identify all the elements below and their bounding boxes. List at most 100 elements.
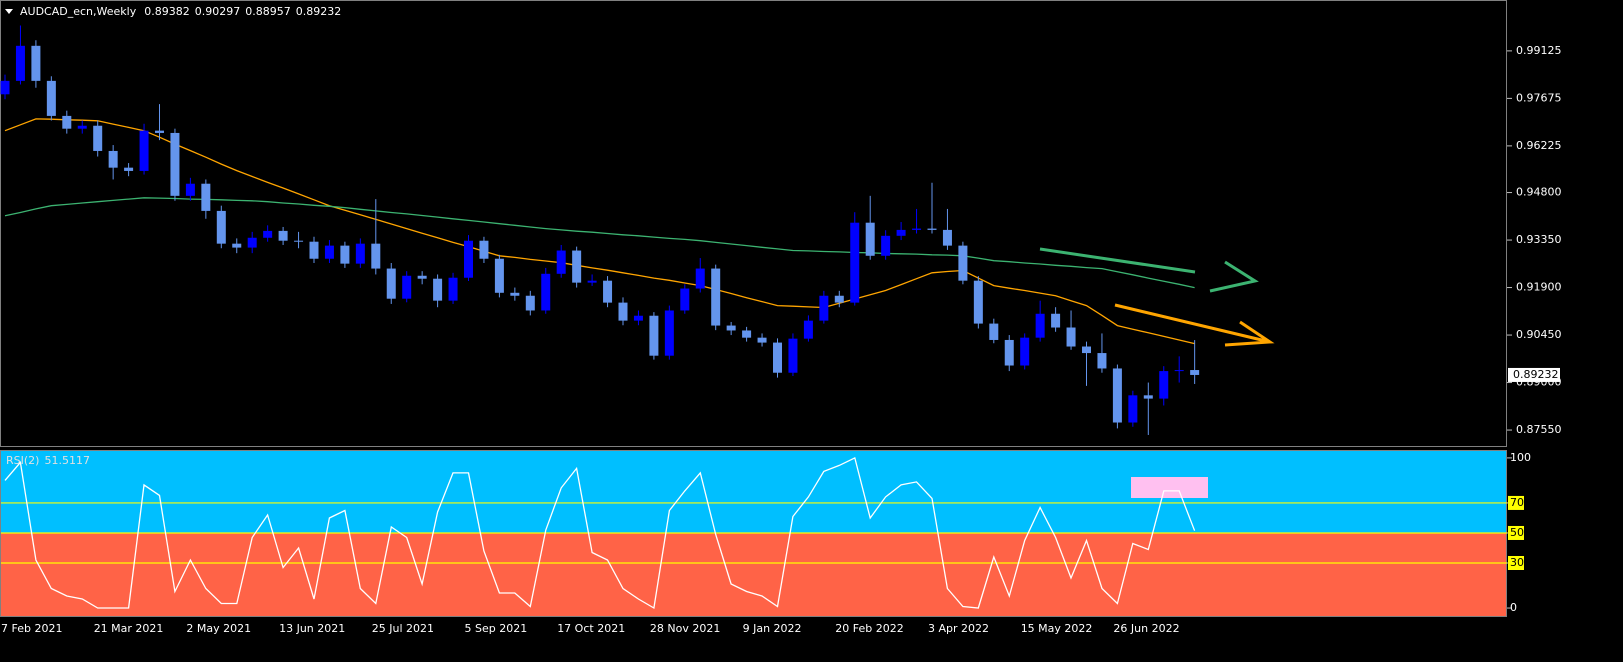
- candle-body: [139, 130, 149, 171]
- main-frame: [0, 0, 1507, 447]
- close: 0.89232: [296, 5, 342, 18]
- lower-zone: [1, 532, 1507, 616]
- x-tick-label: 15 May 2022: [1021, 622, 1093, 635]
- level-label-box: [1508, 556, 1524, 571]
- x-tick-label: 13 Jun 2021: [279, 622, 345, 635]
- candle-body: [618, 302, 628, 321]
- candle-body: [572, 250, 582, 283]
- x-tick-label: 9 Jan 2022: [743, 622, 802, 635]
- candle-body: [525, 295, 535, 311]
- candle-body: [201, 183, 211, 211]
- rsi-name: RSI(2): [6, 454, 39, 467]
- candle-body: [742, 330, 752, 338]
- candle-body: [510, 292, 520, 296]
- high: 0.90297: [195, 5, 241, 18]
- orange-arrow: [1114, 303, 1275, 347]
- candle-body: [448, 277, 458, 301]
- candle-body: [93, 125, 103, 151]
- candle-body: [912, 228, 922, 230]
- candle-body: [309, 241, 319, 259]
- y-tick-label: 30: [1510, 556, 1524, 569]
- candle-body: [942, 229, 952, 246]
- x-tick-label: 2 May 2021: [186, 622, 251, 635]
- candle-body: [1004, 339, 1014, 366]
- candle-body: [324, 245, 334, 259]
- candle-body: [185, 183, 195, 196]
- candle-body: [819, 295, 829, 321]
- candle-body: [0, 80, 10, 95]
- level-label-box: [1508, 495, 1524, 510]
- y-tick-label: 0: [1510, 601, 1517, 614]
- y-tick-label: 0.90450: [1516, 328, 1562, 341]
- rsi-line: [4, 456, 1196, 610]
- y-tick-label: 0.87550: [1516, 423, 1562, 436]
- moving-average: [4, 118, 1195, 345]
- low: 0.88957: [245, 5, 291, 18]
- y-tick-label: 0.91900: [1516, 281, 1562, 294]
- candle-body: [77, 125, 87, 129]
- x-tick-label: 20 Feb 2022: [835, 622, 903, 635]
- candle-body: [711, 268, 721, 326]
- candle-body: [31, 45, 41, 81]
- candle-body: [371, 243, 381, 269]
- candle-body: [757, 337, 767, 343]
- candle-body: [587, 280, 597, 283]
- candle-body: [355, 243, 365, 264]
- rsi-background: [1, 451, 1507, 616]
- candle-body: [46, 80, 56, 116]
- highlight-box: [1131, 477, 1208, 498]
- candle-body: [896, 229, 906, 236]
- candle-body: [1143, 395, 1153, 399]
- level-label-box: [1508, 525, 1524, 540]
- candle-body: [973, 280, 983, 324]
- candle-body: [386, 268, 396, 299]
- candle-body: [433, 278, 443, 301]
- price-marker-label: 0.89232: [1513, 368, 1559, 381]
- candle-body: [1174, 370, 1184, 372]
- y-tick-label: 0.94800: [1516, 186, 1562, 199]
- candle-body: [294, 240, 304, 242]
- price-marker: [1508, 367, 1560, 382]
- candle-body: [664, 310, 674, 356]
- candle-body: [1159, 371, 1169, 399]
- candle-body: [865, 222, 875, 256]
- x-tick-label: 3 Apr 2022: [928, 622, 989, 635]
- green-arrow: [1039, 247, 1259, 293]
- candle-body: [726, 325, 736, 331]
- y-tick-label: 70: [1510, 496, 1524, 509]
- candle-body: [340, 245, 350, 264]
- candle-body: [773, 342, 782, 373]
- rsi-value: 51.5117: [44, 454, 90, 467]
- candle-body: [263, 230, 273, 238]
- candle-body: [1020, 337, 1030, 366]
- y-tick-label: 0.96225: [1516, 139, 1562, 152]
- x-tick-label: 21 Mar 2021: [94, 622, 164, 635]
- open: 0.89382: [144, 5, 190, 18]
- candle-body: [927, 228, 937, 230]
- y-tick-label: 0.97675: [1516, 91, 1562, 104]
- candle-body: [680, 288, 690, 311]
- x-tick-label: 7 Feb 2021: [1, 622, 62, 635]
- candle-body: [108, 150, 118, 168]
- candle-body: [1190, 370, 1200, 375]
- candle-body: [1097, 353, 1107, 369]
- candle-body: [850, 222, 860, 303]
- candle-body: [881, 235, 891, 256]
- symbol: AUDCAD_ecn,Weekly: [20, 5, 137, 18]
- candle-body: [1051, 313, 1061, 328]
- candle-body: [216, 210, 226, 244]
- menu-triangle[interactable]: [5, 9, 13, 14]
- upper-zone: [1, 451, 1507, 533]
- x-tick-label: 5 Sep 2021: [465, 622, 528, 635]
- candle-body: [556, 250, 566, 274]
- candle-body: [1082, 346, 1091, 354]
- x-tick-label: 17 Oct 2021: [557, 622, 625, 635]
- candle-body: [479, 240, 489, 259]
- candle-body: [494, 258, 504, 293]
- candle-body: [15, 45, 25, 81]
- y-tick-label: 0.93350: [1516, 233, 1562, 246]
- y-tick-label: 0.99125: [1516, 44, 1562, 57]
- candle-body: [958, 245, 968, 281]
